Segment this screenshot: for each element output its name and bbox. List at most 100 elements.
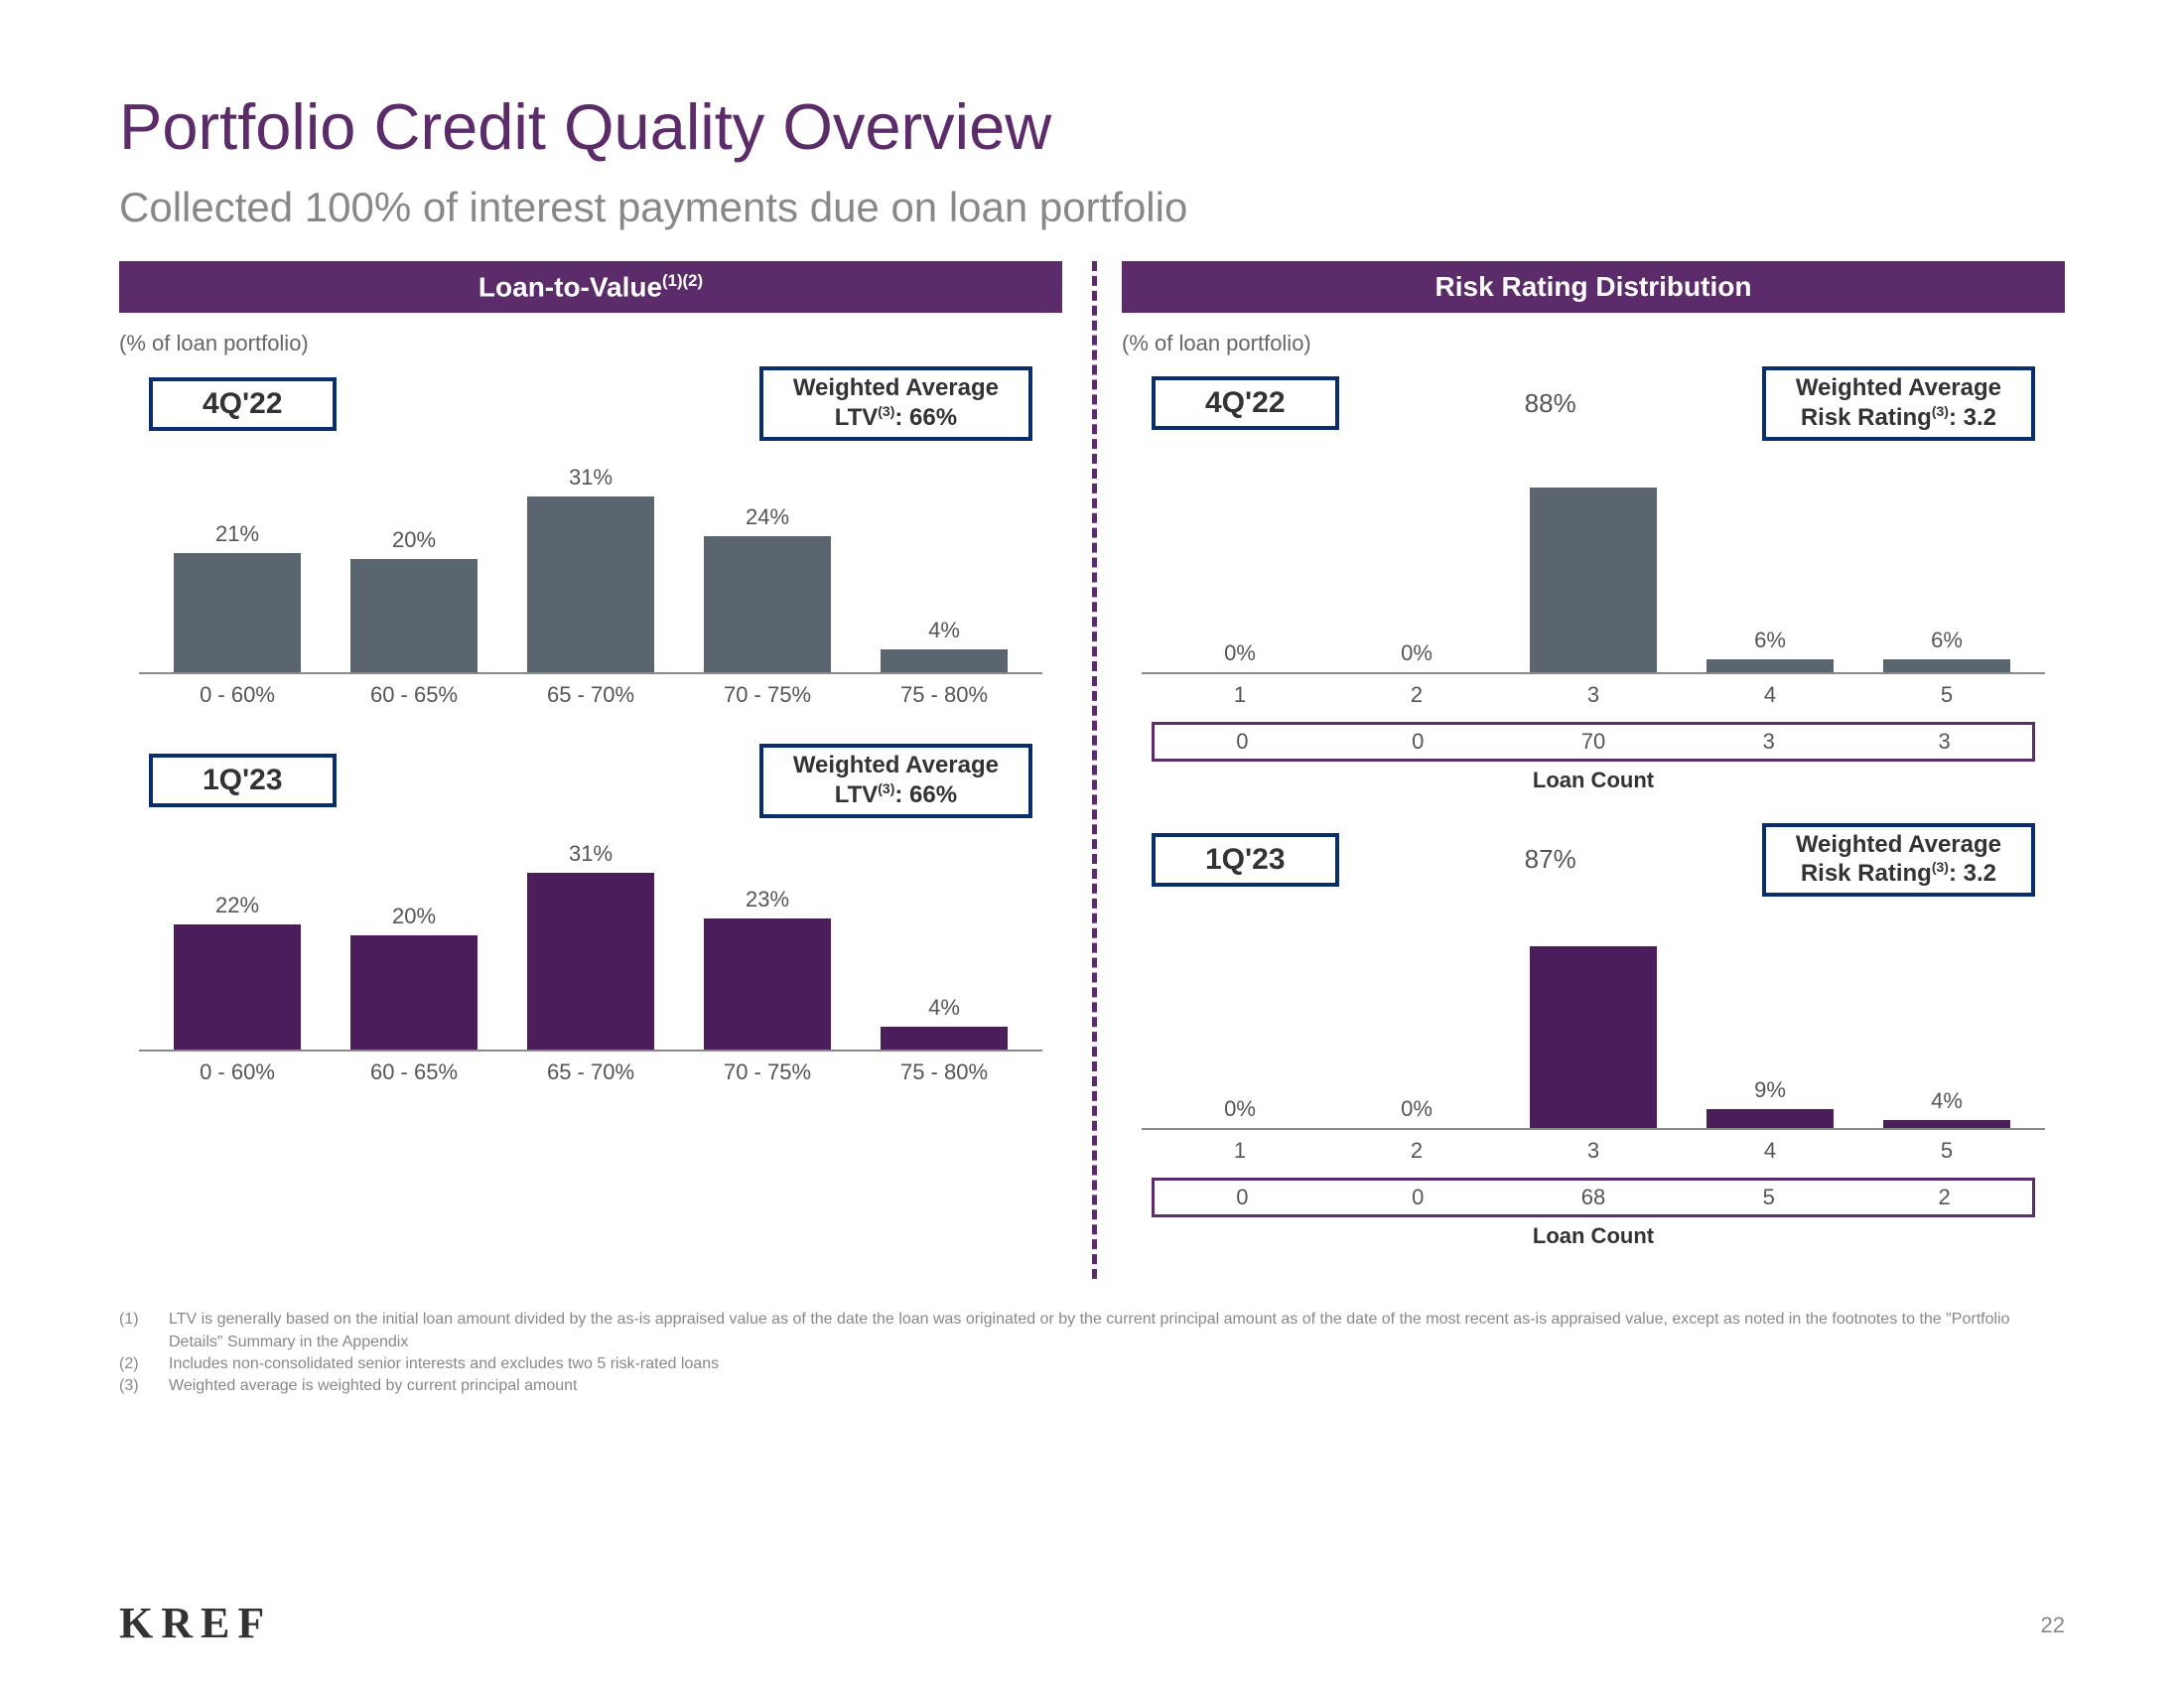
loan-count-cell: 2 xyxy=(1856,1181,2032,1214)
loan-count-cell: 0 xyxy=(1155,725,1330,759)
x-axis-label: 60 - 65% xyxy=(326,682,502,708)
loan-count-cell: 0 xyxy=(1330,1181,1506,1214)
bar xyxy=(704,536,831,672)
bar-value-label: 31% xyxy=(569,841,613,867)
bar-value-label: 6% xyxy=(1931,628,1963,653)
x-axis-label: 70 - 75% xyxy=(679,682,856,708)
bar-slot: 9% xyxy=(1682,912,1858,1128)
bar xyxy=(1530,946,1657,1128)
risk-1q23-chart: 0%0%87%9%4%12345 xyxy=(1142,912,2045,1170)
bar-slot: 0% xyxy=(1328,912,1505,1128)
avg-box-ltv-1q23: Weighted Average LTV(3): 66% xyxy=(759,744,1032,818)
count-row-4q22: 007033 xyxy=(1152,722,2035,762)
loan-count-cell: 68 xyxy=(1506,1181,1682,1214)
x-axis-label: 4 xyxy=(1682,682,1858,708)
bar-value-label: 22% xyxy=(215,893,259,918)
subtitle: Collected 100% of interest payments due … xyxy=(119,184,2065,231)
ltv-axis-note: (% of loan portfolio) xyxy=(119,331,1062,356)
avg-box-risk-4q22: Weighted Average Risk Rating(3): 3.2 xyxy=(1762,366,2035,441)
bar-slot: 23% xyxy=(679,833,856,1050)
bar-value-label: 0% xyxy=(1401,640,1433,666)
right-column: Risk Rating Distribution (% of loan port… xyxy=(1092,261,2065,1279)
ltv-header: Loan-to-Value(1)(2) xyxy=(119,261,1062,313)
brand-logo: KREF xyxy=(119,1598,272,1648)
bar-slot: 31% xyxy=(502,833,679,1050)
loan-count-cell: 3 xyxy=(1856,725,2032,759)
bar xyxy=(1706,1109,1834,1128)
bar-value-label: 0% xyxy=(1401,1096,1433,1122)
x-axis-label: 75 - 80% xyxy=(856,682,1032,708)
bar-value-label: 4% xyxy=(928,618,960,643)
ltv-1q23-chart: 22%20%31%23%4%0 - 60%60 - 65%65 - 70%70 … xyxy=(139,833,1042,1091)
bar-value-label: 0% xyxy=(1224,640,1256,666)
bar-slot: 4% xyxy=(856,833,1032,1050)
left-column: Loan-to-Value(1)(2) (% of loan portfolio… xyxy=(119,261,1092,1279)
bar-slot: 31% xyxy=(502,456,679,672)
bar-slot: 88% xyxy=(1505,456,1682,672)
bar xyxy=(527,873,654,1049)
period-box-risk-1q23: 1Q'23 xyxy=(1152,833,1339,887)
period-box-risk-4q22: 4Q'22 xyxy=(1152,376,1339,430)
ltv-4q22-block: 4Q'22 Weighted Average LTV(3): 66% 21%20… xyxy=(119,366,1062,714)
page-number: 22 xyxy=(2041,1613,2065,1638)
x-axis-label: 0 - 60% xyxy=(149,682,326,708)
bar xyxy=(174,553,301,672)
loan-count-cell: 0 xyxy=(1155,1181,1330,1214)
bar xyxy=(350,935,478,1049)
bar xyxy=(881,1027,1008,1050)
bar-value-label: 9% xyxy=(1754,1077,1786,1103)
bar-value-label: 31% xyxy=(569,465,613,491)
x-axis-label: 3 xyxy=(1505,1138,1682,1164)
bar-value-label: 6% xyxy=(1754,628,1786,653)
period-box-1q23: 1Q'23 xyxy=(149,754,337,807)
bar xyxy=(174,924,301,1050)
count-label-4q22: Loan Count xyxy=(1122,768,2065,793)
bar-value-label: 4% xyxy=(928,995,960,1021)
x-axis-label: 2 xyxy=(1328,682,1505,708)
x-axis-label: 3 xyxy=(1505,682,1682,708)
loan-count-cell: 3 xyxy=(1681,725,1856,759)
count-label-1q23: Loan Count xyxy=(1122,1223,2065,1249)
avg-box-ltv-4q22: Weighted Average LTV(3): 66% xyxy=(759,366,1032,441)
bar xyxy=(527,496,654,672)
page-title: Portfolio Credit Quality Overview xyxy=(119,89,2065,164)
bar-slot: 0% xyxy=(1152,456,1328,672)
bar xyxy=(1706,659,1834,672)
risk-axis-note: (% of loan portfolio) xyxy=(1122,331,2065,356)
bar xyxy=(1883,1120,2010,1128)
x-axis-label: 60 - 65% xyxy=(326,1059,502,1085)
risk-4q22-chart: 0%0%88%6%6%12345 xyxy=(1142,456,2045,714)
period-box-4q22: 4Q'22 xyxy=(149,377,337,431)
bar xyxy=(881,649,1008,672)
loan-count-cell: 5 xyxy=(1681,1181,1856,1214)
x-axis-label: 65 - 70% xyxy=(502,1059,679,1085)
bar-slot: 20% xyxy=(326,833,502,1050)
risk-1q23-block: 1Q'23 87% Weighted Average Risk Rating(3… xyxy=(1122,823,2065,1250)
bar-slot: 6% xyxy=(1858,456,2035,672)
bar-value-label: 20% xyxy=(392,527,436,553)
bar-slot: 87% xyxy=(1505,912,1682,1128)
bar-slot: 24% xyxy=(679,456,856,672)
x-axis-label: 65 - 70% xyxy=(502,682,679,708)
bar-slot: 6% xyxy=(1682,456,1858,672)
risk-header: Risk Rating Distribution xyxy=(1122,261,2065,313)
ltv-1q23-block: 1Q'23 Weighted Average LTV(3): 66% 22% 20… xyxy=(119,744,1062,1091)
bar-slot: 20% xyxy=(326,456,502,672)
bar-value-label: 23% xyxy=(746,887,789,913)
bar-slot: 0% xyxy=(1152,912,1328,1128)
ltv-4q22-chart: 21%20%31%24%4%0 - 60%60 - 65%65 - 70%70 … xyxy=(139,456,1042,714)
avg-box-risk-1q23: Weighted Average Risk Rating(3): 3.2 xyxy=(1762,823,2035,898)
loan-count-cell: 70 xyxy=(1506,725,1682,759)
x-axis-label: 2 xyxy=(1328,1138,1505,1164)
x-axis-label: 1 xyxy=(1152,682,1328,708)
bar-value-label: 24% xyxy=(746,504,789,530)
peak-label-4q22: 88% xyxy=(1525,388,1576,419)
count-row-1q23: 006852 xyxy=(1152,1178,2035,1217)
bar-value-label: 0% xyxy=(1224,1096,1256,1122)
bar xyxy=(350,559,478,672)
bar-value-label: 20% xyxy=(392,904,436,929)
peak-label-1q23: 87% xyxy=(1525,844,1576,875)
loan-count-cell: 0 xyxy=(1330,725,1506,759)
x-axis-label: 5 xyxy=(1858,1138,2035,1164)
risk-4q22-block: 4Q'22 88% Weighted Average Risk Rating(3… xyxy=(1122,366,2065,793)
